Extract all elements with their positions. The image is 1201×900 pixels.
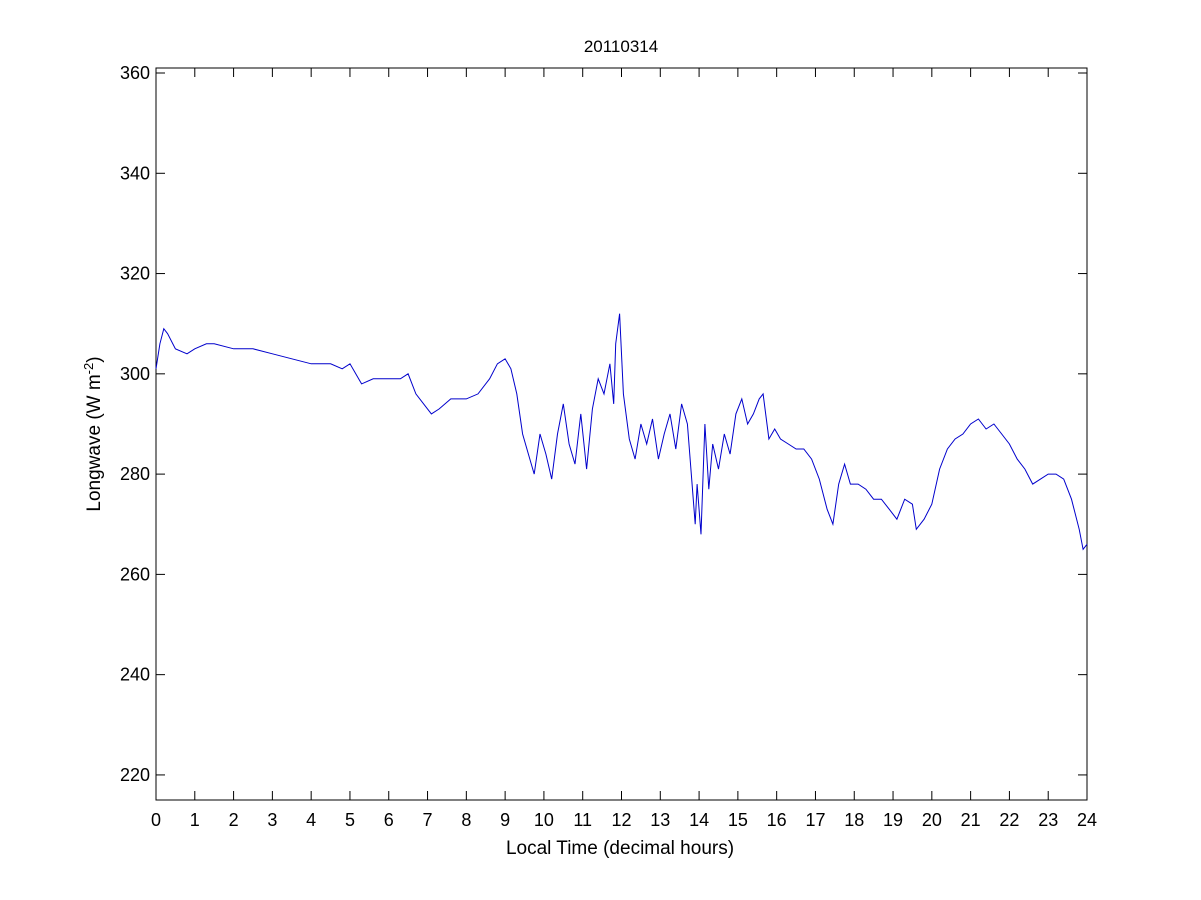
y-tick-label: 260 [120, 564, 150, 584]
x-tick-label: 12 [611, 810, 631, 830]
x-tick-label: 21 [961, 810, 981, 830]
x-tick-label: 3 [267, 810, 277, 830]
plot-area [155, 67, 1088, 801]
x-tick-label: 4 [306, 810, 316, 830]
x-tick-label: 15 [728, 810, 748, 830]
x-tick-label: 19 [883, 810, 903, 830]
x-tick-label: 16 [767, 810, 787, 830]
x-axis-ticks: 0 1 2 3 4 5 6 7 8 9 10 11 12 13 14 15 16 17 18 19 20 21 22 23 24 [151, 68, 1097, 830]
y-axis-label-main: Longwave (W m [84, 374, 105, 511]
x-tick-label: 13 [650, 810, 670, 830]
x-tick-label: 9 [500, 810, 510, 830]
x-tick-label: 23 [1038, 810, 1058, 830]
x-tick-label: 6 [384, 810, 394, 830]
x-tick-label: 14 [689, 810, 709, 830]
x-tick-label: 0 [151, 810, 161, 830]
x-tick-label: 20 [922, 810, 942, 830]
y-axis-label-exponent: -2 [81, 363, 96, 375]
y-tick-label: 280 [120, 464, 150, 484]
x-tick-label: 5 [345, 810, 355, 830]
x-tick-label: 22 [999, 810, 1019, 830]
y-tick-label: 360 [120, 63, 150, 83]
x-tick-label: 7 [423, 810, 433, 830]
x-axis-label: Local Time (decimal hours) [506, 838, 734, 859]
x-tick-label: 1 [190, 810, 200, 830]
x-tick-label: 18 [844, 810, 864, 830]
x-tick-label: 24 [1077, 810, 1097, 830]
y-tick-label: 300 [120, 364, 150, 384]
x-tick-label: 10 [534, 810, 554, 830]
x-tick-label: 2 [229, 810, 239, 830]
x-tick-label: 8 [461, 810, 471, 830]
y-tick-label: 340 [120, 163, 150, 183]
y-tick-label: 240 [120, 665, 150, 685]
y-tick-label: 320 [120, 264, 150, 284]
x-tick-label: 17 [805, 810, 825, 830]
chart-title: 20110314 [584, 37, 658, 56]
y-axis-ticks: 220 240 260 280 300 320 340 360 [120, 63, 1087, 785]
x-tick-label: 11 [573, 810, 592, 830]
y-tick-label: 220 [120, 765, 150, 785]
data-series-line [155, 313, 1088, 551]
y-axis-label: Longwave (W m-2) [81, 356, 105, 511]
y-axis-label-close: ) [84, 356, 105, 362]
